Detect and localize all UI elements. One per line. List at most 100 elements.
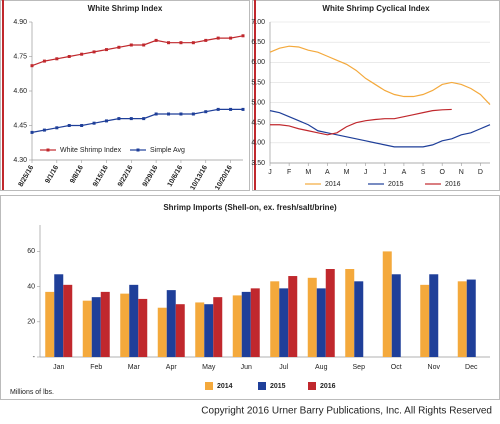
point-marker — [179, 112, 183, 116]
x-tick-label: 10/13/16 — [189, 164, 209, 191]
legend-swatch — [205, 382, 213, 390]
bar — [120, 293, 130, 357]
y-tick-label: 4.75 — [13, 53, 27, 60]
x-tick-label: 9/1/16 — [44, 164, 60, 184]
x-tick-label: A — [325, 169, 330, 176]
x-tick-label: N — [459, 169, 464, 176]
point-marker — [30, 130, 34, 134]
y-tick-label: 5.50 — [251, 79, 265, 86]
point-marker — [104, 48, 108, 52]
chart-title: Shrimp Imports (Shell-on, ex. fresh/salt… — [163, 203, 337, 212]
y-tick-label: 3.50 — [251, 160, 265, 167]
x-tick-label: S — [421, 169, 426, 176]
bar — [457, 281, 467, 357]
y-tick-label: 4.45 — [13, 122, 27, 129]
panel-border — [252, 0, 500, 191]
x-tick-label: Feb — [90, 364, 102, 371]
y-tick-label: 40 — [27, 283, 35, 290]
bar — [138, 298, 148, 357]
point-marker — [204, 110, 208, 114]
x-tick-label: Jan — [53, 364, 64, 371]
y-tick-label: 20 — [27, 319, 35, 326]
series-line — [269, 45, 491, 105]
point-marker — [229, 36, 233, 40]
bar — [466, 279, 476, 357]
x-tick-label: Aug — [315, 364, 328, 371]
point-marker — [142, 117, 146, 121]
bar — [166, 290, 176, 357]
y-tick-label: 4.50 — [251, 120, 265, 127]
x-tick-label: Nov — [428, 364, 441, 371]
x-tick-label: 8/25/16 — [18, 164, 36, 188]
x-tick-label: Jul — [279, 364, 288, 371]
legend-label: Simple Avg — [150, 147, 185, 154]
point-marker — [154, 112, 158, 116]
point-marker — [191, 112, 195, 116]
bar — [204, 304, 214, 357]
legend-swatch — [308, 382, 316, 390]
bar — [288, 276, 298, 357]
bar — [270, 281, 280, 357]
legend-swatch — [258, 382, 266, 390]
bar — [129, 284, 139, 357]
x-tick-label: Sep — [353, 364, 366, 371]
bar — [157, 307, 167, 357]
point-marker — [55, 57, 59, 61]
y-tick-label: - — [33, 354, 36, 361]
point-marker — [167, 41, 171, 45]
copyright: Copyright 2016 Urner Barry Publications,… — [201, 406, 492, 417]
x-tick-label: 9/22/16 — [117, 164, 135, 188]
bar — [100, 291, 110, 357]
bar — [382, 251, 392, 357]
y-tick-label: 60 — [27, 248, 35, 255]
x-tick-label: May — [202, 364, 216, 371]
x-tick-label: D — [478, 169, 483, 176]
x-tick-label: J — [383, 169, 387, 176]
legend-label: 2014 — [217, 383, 233, 390]
bar — [345, 269, 355, 357]
bar — [175, 304, 185, 357]
legend-label: 2015 — [270, 383, 286, 390]
legend-marker — [46, 148, 50, 152]
point-marker — [129, 43, 133, 47]
bar — [391, 274, 401, 357]
legend-label: 2016 — [445, 181, 461, 188]
point-marker — [154, 38, 158, 42]
bar — [250, 288, 260, 357]
y-tick-label: 4.00 — [251, 140, 265, 147]
x-tick-label: Jun — [241, 364, 252, 371]
point-marker — [80, 124, 84, 127]
x-tick-label: 9/15/16 — [92, 164, 110, 188]
point-marker — [117, 45, 121, 49]
bar — [82, 300, 92, 357]
legend-label: 2014 — [325, 181, 341, 188]
point-marker — [30, 64, 34, 68]
point-marker — [117, 117, 121, 121]
point-marker — [67, 124, 71, 127]
bar — [429, 274, 439, 357]
panel-border — [0, 0, 250, 191]
point-marker — [42, 59, 46, 63]
y-tick-label: 5.00 — [251, 99, 265, 106]
bar — [354, 281, 364, 357]
legend-label: 2016 — [320, 383, 336, 390]
point-marker — [55, 126, 59, 130]
x-tick-label: F — [287, 169, 291, 176]
legend-label: 2015 — [388, 181, 404, 188]
x-tick-label: M — [305, 169, 311, 176]
point-marker — [42, 128, 46, 132]
chart-title: White Shrimp Cyclical Index — [322, 4, 430, 13]
point-marker — [92, 50, 96, 54]
bar — [316, 288, 326, 357]
point-marker — [92, 121, 96, 125]
x-tick-label: 9/8/16 — [69, 164, 85, 184]
bar — [54, 274, 64, 357]
bar — [420, 284, 430, 357]
x-tick-label: Mar — [128, 364, 141, 371]
chart-title: White Shrimp Index — [88, 4, 163, 13]
x-tick-label: Apr — [166, 364, 178, 371]
point-marker — [80, 52, 84, 56]
x-tick-label: Dec — [465, 364, 478, 371]
